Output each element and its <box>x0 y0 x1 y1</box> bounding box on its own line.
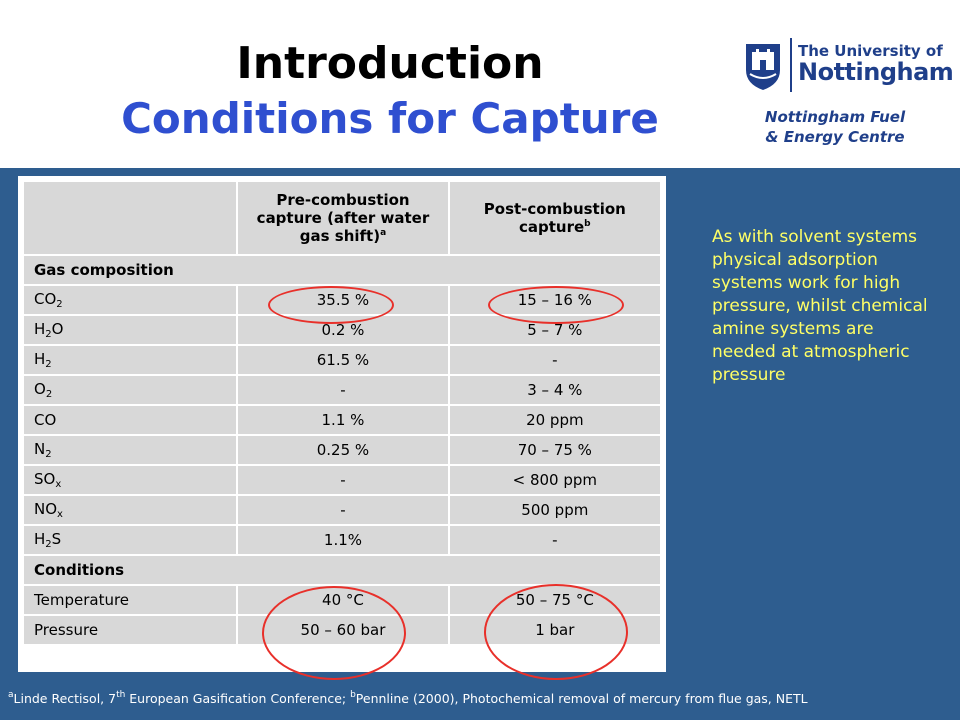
logo-divider <box>790 38 792 92</box>
footnote-marker: b <box>584 219 591 229</box>
slide-header: Introduction Conditions for Capture The … <box>0 0 960 168</box>
row-label: N2 <box>21 434 239 466</box>
post-value: < 800 ppm <box>447 464 663 496</box>
pre-value: 61.5 % <box>236 344 450 376</box>
capture-conditions-table: Pre-combustion capture (after water gas … <box>21 180 663 646</box>
header-pre-combustion-text: Pre-combustion capture (after water gas … <box>256 191 430 245</box>
header-post-combustion-text: Post-combustion capture <box>483 200 626 236</box>
header-post-combustion: Post-combustion captureb <box>447 180 663 256</box>
footnote-ordinal: th <box>116 690 126 700</box>
pre-value: - <box>236 494 450 526</box>
pre-value: - <box>236 464 450 496</box>
row-label: Pressure <box>21 614 239 646</box>
section-row: Conditions <box>22 554 662 586</box>
row-label: NOx <box>21 494 239 526</box>
table-header-row: Pre-combustion capture (after water gas … <box>21 180 663 256</box>
row-label: CO2 <box>21 284 239 316</box>
row-label: H2S <box>21 524 239 556</box>
post-value: 20 ppm <box>447 404 663 436</box>
table-row: NOx - 500 ppm <box>21 494 663 526</box>
content-panel: Pre-combustion capture (after water gas … <box>0 168 960 720</box>
slide-subtitle: Conditions for Capture <box>121 94 659 143</box>
university-castle-crest-icon <box>746 44 780 90</box>
row-label: H2O <box>21 314 239 346</box>
logo-text-line2: Nottingham <box>798 58 954 86</box>
row-label: O2 <box>21 374 239 406</box>
side-commentary: As with solvent systems physical adsorpt… <box>712 227 928 385</box>
footnote-a-text: Linde Rectisol, 7 <box>13 691 117 706</box>
highlight-circle-co2-pre <box>268 286 394 324</box>
university-logo: The University of Nottingham <box>738 34 954 98</box>
table-row: O2 - 3 – 4 % <box>21 374 663 406</box>
footnote-marker: a <box>380 228 387 238</box>
table-row: H2S 1.1% - <box>21 524 663 556</box>
footnote-a-text-cont: European Gasification Conference; <box>125 691 351 706</box>
highlight-circle-pre-conditions <box>262 586 406 680</box>
footnote: aLinde Rectisol, 7th European Gasificati… <box>8 690 958 706</box>
footnote-marker-a: a <box>8 690 14 700</box>
pre-value: - <box>236 374 450 406</box>
header-empty-cell <box>21 180 239 256</box>
centre-name-line2: & Energy Centre <box>765 127 905 146</box>
post-value: - <box>447 524 663 556</box>
header-pre-combustion: Pre-combustion capture (after water gas … <box>236 180 450 256</box>
pre-value: 1.1 % <box>236 404 450 436</box>
slide-title: Introduction <box>236 38 544 89</box>
row-label: SOx <box>21 464 239 496</box>
post-value: 500 ppm <box>447 494 663 526</box>
section-row: Gas composition <box>22 254 662 286</box>
logo-text-line1: The University of <box>798 42 943 60</box>
table-row: H2 61.5 % - <box>21 344 663 376</box>
section-gas-composition: Gas composition <box>22 254 662 286</box>
pre-value: 1.1% <box>236 524 450 556</box>
table-row: SOx - < 800 ppm <box>21 464 663 496</box>
post-value: 3 – 4 % <box>447 374 663 406</box>
highlight-circle-co2-post <box>488 286 624 324</box>
footnote-b-text: Pennline (2000), Photochemical removal o… <box>355 691 808 706</box>
centre-name-line1: Nottingham Fuel <box>764 108 906 126</box>
centre-name: Nottingham Fuel & Energy Centre <box>720 108 950 147</box>
row-label: CO <box>21 404 239 436</box>
pre-value: 0.25 % <box>236 434 450 466</box>
row-label: H2 <box>21 344 239 376</box>
footnote-marker-b: b <box>350 690 356 700</box>
table-row: N2 0.25 % 70 – 75 % <box>21 434 663 466</box>
post-value: 70 – 75 % <box>447 434 663 466</box>
highlight-circle-post-conditions <box>484 584 628 680</box>
section-conditions: Conditions <box>22 554 662 586</box>
table-row: CO 1.1 % 20 ppm <box>21 404 663 436</box>
row-label: Temperature <box>21 584 239 616</box>
post-value: - <box>447 344 663 376</box>
